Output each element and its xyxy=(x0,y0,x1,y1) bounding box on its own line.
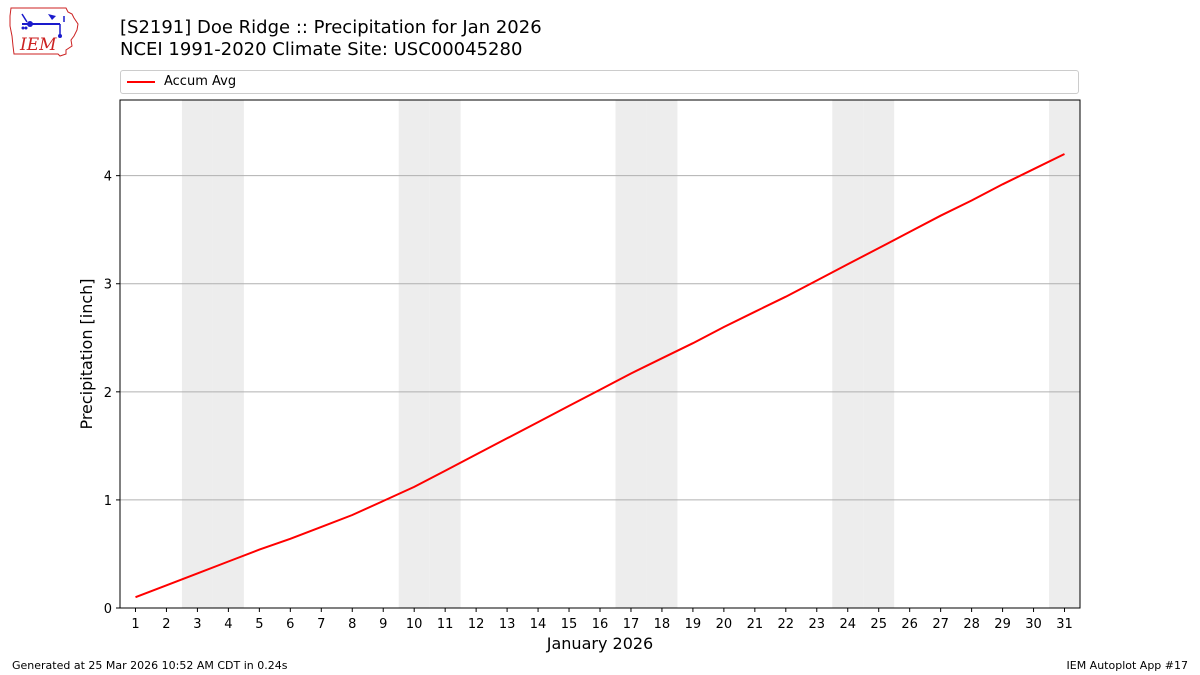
x-tick-label: 29 xyxy=(994,617,1011,632)
y-tick-label: 4 xyxy=(104,170,112,185)
y-tick-label: 0 xyxy=(104,602,112,617)
logo-text: IEM xyxy=(19,35,57,55)
y-axis-label: Precipitation [inch] xyxy=(77,278,96,429)
x-tick-label: 26 xyxy=(901,617,918,632)
x-tick-label: 24 xyxy=(839,617,856,632)
x-tick-label: 18 xyxy=(654,617,671,632)
x-tick-label: 22 xyxy=(778,617,795,632)
weekend-band xyxy=(1049,100,1080,608)
chart-subtitle: NCEI 1991-2020 Climate Site: USC00045280 xyxy=(120,39,523,60)
x-tick-label: 3 xyxy=(193,617,201,632)
x-tick-label: 1 xyxy=(131,617,139,632)
x-tick-label: 7 xyxy=(317,617,325,632)
x-tick-label: 27 xyxy=(932,617,949,632)
x-tick-label: 30 xyxy=(1025,617,1042,632)
x-tick-label: 4 xyxy=(224,617,232,632)
series-line-accum-avg xyxy=(135,153,1065,599)
x-tick-label: 2 xyxy=(162,617,170,632)
iem-logo: IEM xyxy=(9,7,79,57)
iowa-state-outline xyxy=(9,7,79,57)
chart-title: [S2191] Doe Ridge :: Precipitation for J… xyxy=(120,17,542,38)
x-tick-label: 5 xyxy=(255,617,263,632)
x-tick-label: 6 xyxy=(286,617,294,632)
legend-label-accum-avg: Accum Avg xyxy=(164,74,237,89)
weekend-band xyxy=(832,100,864,608)
x-tick-label: 8 xyxy=(348,617,356,632)
x-axis-label: January 2026 xyxy=(546,634,653,653)
x-tick-label: 25 xyxy=(870,617,887,632)
x-tick-label: 13 xyxy=(499,617,516,632)
x-tick-label: 12 xyxy=(468,617,485,632)
weekend-band xyxy=(398,100,430,608)
y-tick-label: 3 xyxy=(104,278,112,293)
weekend-band xyxy=(429,100,461,608)
x-tick-label: 17 xyxy=(623,617,640,632)
x-tick-label: 10 xyxy=(406,617,423,632)
x-tick-label: 20 xyxy=(716,617,733,632)
plot-frame xyxy=(119,99,1081,609)
x-tick-label: 19 xyxy=(685,617,702,632)
footer-app-id: IEM Autoplot App #17 xyxy=(1066,659,1189,672)
weekend-band xyxy=(863,100,895,608)
footer-generated-text: Generated at 25 Mar 2026 10:52 AM CDT in… xyxy=(12,659,288,672)
x-tick-label: 9 xyxy=(379,617,387,632)
x-tick-label: 28 xyxy=(963,617,980,632)
legend: Accum Avg xyxy=(120,70,1079,94)
x-tick-label: 31 xyxy=(1056,617,1073,632)
y-tick-label: 1 xyxy=(104,494,112,509)
legend-swatch-accum-avg xyxy=(127,81,155,83)
x-tick-label: 14 xyxy=(530,617,547,632)
y-tick-label: 2 xyxy=(104,386,112,401)
x-tick-label: 15 xyxy=(561,617,578,632)
x-tick-label: 21 xyxy=(747,617,764,632)
x-tick-label: 23 xyxy=(809,617,826,632)
weekend-band xyxy=(181,100,213,608)
weekend-band xyxy=(615,100,647,608)
x-tick-label: 11 xyxy=(437,617,454,632)
x-tick-label: 16 xyxy=(592,617,609,632)
weekend-band xyxy=(212,100,244,608)
